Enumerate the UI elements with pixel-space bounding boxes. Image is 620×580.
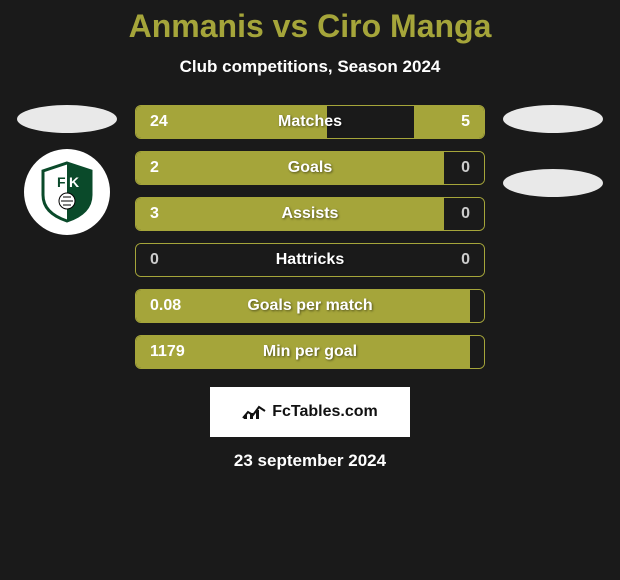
date-line: 23 september 2024 bbox=[0, 451, 620, 471]
player-photo-placeholder bbox=[503, 105, 603, 133]
main-area: F K 245Matches20Goals30Assists00Hattrick… bbox=[0, 105, 620, 369]
stat-row: 1179Min per goal bbox=[135, 335, 485, 369]
stat-right-value: 5 bbox=[414, 106, 484, 138]
right-player-col bbox=[503, 105, 603, 197]
badge-letter-k: K bbox=[69, 174, 79, 190]
brand-text: FcTables.com bbox=[272, 403, 378, 421]
stat-gap bbox=[178, 244, 443, 276]
stat-row: 0.08Goals per match bbox=[135, 289, 485, 323]
subtitle: Club competitions, Season 2024 bbox=[0, 57, 620, 77]
stat-left-value: 3 bbox=[136, 198, 444, 230]
stat-left-value: 2 bbox=[136, 152, 444, 184]
stat-row: 20Goals bbox=[135, 151, 485, 185]
badge-letter-f: F bbox=[57, 174, 66, 190]
stat-right-value: 0 bbox=[442, 244, 484, 276]
stat-row: 245Matches bbox=[135, 105, 485, 139]
stat-left-value: 1179 bbox=[136, 336, 470, 368]
stat-gap bbox=[470, 290, 484, 322]
left-player-col: F K bbox=[17, 105, 117, 235]
stat-left-value: 0.08 bbox=[136, 290, 470, 322]
stat-gap bbox=[470, 336, 484, 368]
chart-icon bbox=[242, 404, 266, 420]
player-photo-placeholder bbox=[17, 105, 117, 133]
stat-row: 30Assists bbox=[135, 197, 485, 231]
stat-left-value: 24 bbox=[136, 106, 327, 138]
club-logo-placeholder bbox=[503, 169, 603, 197]
stat-row: 00Hattricks bbox=[135, 243, 485, 277]
stat-left-value: 0 bbox=[136, 244, 178, 276]
page-title: Anmanis vs Ciro Manga bbox=[0, 8, 620, 45]
comparison-card: Anmanis vs Ciro Manga Club competitions,… bbox=[0, 0, 620, 471]
stat-gap bbox=[327, 106, 414, 138]
stat-right-value: 0 bbox=[444, 152, 484, 184]
club-shield-icon: F K bbox=[39, 161, 95, 223]
stat-right-value: 0 bbox=[444, 198, 484, 230]
club-badge: F K bbox=[24, 149, 110, 235]
brand-tag[interactable]: FcTables.com bbox=[210, 387, 410, 437]
stat-list: 245Matches20Goals30Assists00Hattricks0.0… bbox=[135, 105, 485, 369]
